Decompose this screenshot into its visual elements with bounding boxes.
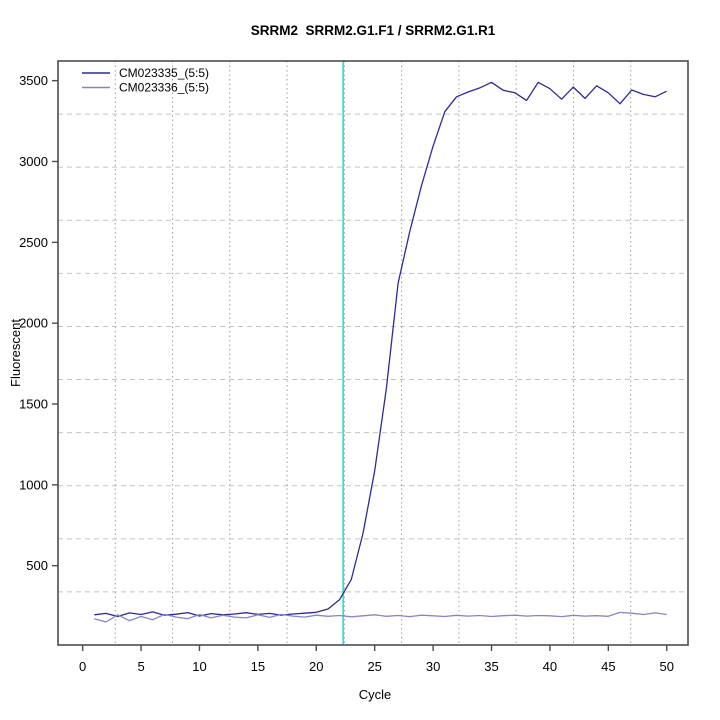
x-tick-label: 0 [79,659,86,674]
x-tick-label: 30 [426,659,440,674]
y-tick-label: 1000 [19,477,48,492]
y-tick-label: 2000 [19,316,48,331]
x-tick-label: 40 [543,659,557,674]
x-tick-label: 45 [601,659,615,674]
y-tick-label: 3500 [19,73,48,88]
legend-label-sample-2: CM023336_(5:5) [119,81,209,95]
legend-label-sample-1: CM023335_(5:5) [119,66,209,80]
x-tick-label: 25 [367,659,381,674]
x-tick-label: 35 [484,659,498,674]
grid-layer [58,61,688,645]
y-tick-label: 500 [26,558,48,573]
series-layer [94,81,667,623]
y-tick-label: 1500 [19,397,48,412]
plot-border [57,60,689,646]
x-tick-label: 20 [309,659,323,674]
series-line-2 [94,611,667,623]
x-tick-label: 10 [192,659,206,674]
legend: CM023335_(5:5) CM023336_(5:5) [82,66,209,95]
y-tick-label: 2500 [19,235,48,250]
series-line-1 [94,81,667,618]
x-tick-label: 15 [251,659,265,674]
x-axis-label: Cycle [359,687,392,702]
axis-layer: 0 5 10 15 20 25 30 35 40 45 50 500 1000 1500 2000 2500 3… [19,73,674,674]
y-tick-label: 3000 [19,154,48,169]
chart-title: SRRM2 SRRM2.G1.F1 / SRRM2.G1.R1 [251,23,496,38]
y-axis-label: Fluorescent [8,319,23,387]
x-tick-label: 5 [137,659,144,674]
x-tick-label: 50 [660,659,674,674]
